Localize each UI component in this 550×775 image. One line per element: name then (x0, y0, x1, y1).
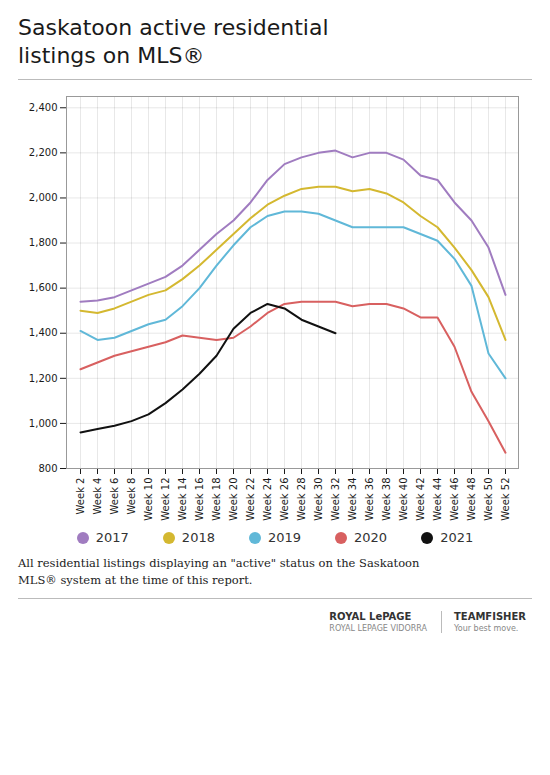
svg-text:Week 34: Week 34 (347, 478, 358, 521)
svg-text:Week 30: Week 30 (313, 478, 324, 521)
svg-text:Week 8: Week 8 (126, 478, 137, 515)
html-text:2018: 2018 (181, 530, 215, 545)
svg-text:1,600: 1,600 (29, 282, 58, 293)
svg-text:1,800: 1,800 (29, 237, 58, 248)
svg-text:Week 4: Week 4 (92, 478, 103, 515)
html-text:2019: 2019 (268, 530, 301, 545)
svg-text:2,200: 2,200 (29, 147, 58, 158)
svg-text:Week 42: Week 42 (415, 478, 426, 521)
svg-text:Week 18: Week 18 (211, 478, 222, 521)
html-text:ROYAL LePAGE: ROYAL LePAGE (329, 611, 412, 623)
html-text:MLS® system at the time of thi: MLS® system at the time of this report. (18, 572, 253, 587)
svg-text:Week 32: Week 32 (330, 478, 341, 521)
svg-text:Week 2: Week 2 (75, 478, 86, 515)
svg-text:Week 16: Week 16 (194, 478, 205, 521)
svg-text:Week 22: Week 22 (245, 478, 256, 521)
svg-text:2,400: 2,400 (29, 102, 58, 113)
html-text:2020: 2020 (354, 530, 388, 545)
svg-text:Week 28: Week 28 (296, 478, 307, 521)
svg-text:800: 800 (38, 463, 57, 474)
svg-text:Week 40: Week 40 (398, 478, 409, 521)
html-text:TEAMFISHER: TEAMFISHER (454, 611, 526, 623)
svg-text:Week 52: Week 52 (500, 478, 511, 521)
svg-text:Week 38: Week 38 (381, 478, 392, 521)
svg-text:Week 44: Week 44 (432, 478, 443, 521)
html-text:Your best move.: Your best move. (454, 624, 519, 634)
svg-text:Week 14: Week 14 (177, 478, 188, 521)
svg-text:Week 24: Week 24 (262, 478, 273, 521)
svg-text:1,200: 1,200 (29, 373, 58, 384)
svg-text:Week 10: Week 10 (143, 478, 154, 521)
svg-text:Week 6: Week 6 (109, 478, 120, 515)
svg-text:Week 50: Week 50 (483, 478, 494, 521)
svg-text:Week 26: Week 26 (279, 478, 290, 521)
svg-text:Week 12: Week 12 (160, 478, 171, 521)
svg-text:Week 36: Week 36 (364, 478, 375, 521)
svg-text:Week 20: Week 20 (228, 478, 239, 521)
svg-text:Week 48: Week 48 (466, 478, 477, 521)
html-text:All residential listings displ: All residential listings displaying an "… (18, 556, 420, 570)
html-text:ROYAL LEPAGE VIDORRA: ROYAL LEPAGE VIDORRA (329, 624, 427, 634)
svg-text:1,000: 1,000 (29, 418, 58, 429)
svg-text:1,400: 1,400 (29, 327, 58, 338)
svg-text:2,000: 2,000 (29, 192, 58, 203)
html-text:Saskatoon active residential l: Saskatoon active residential listings on… (18, 15, 329, 68)
svg-text:Week 46: Week 46 (449, 478, 460, 521)
html-text:2021: 2021 (440, 530, 474, 545)
html-text:2017: 2017 (95, 530, 129, 545)
